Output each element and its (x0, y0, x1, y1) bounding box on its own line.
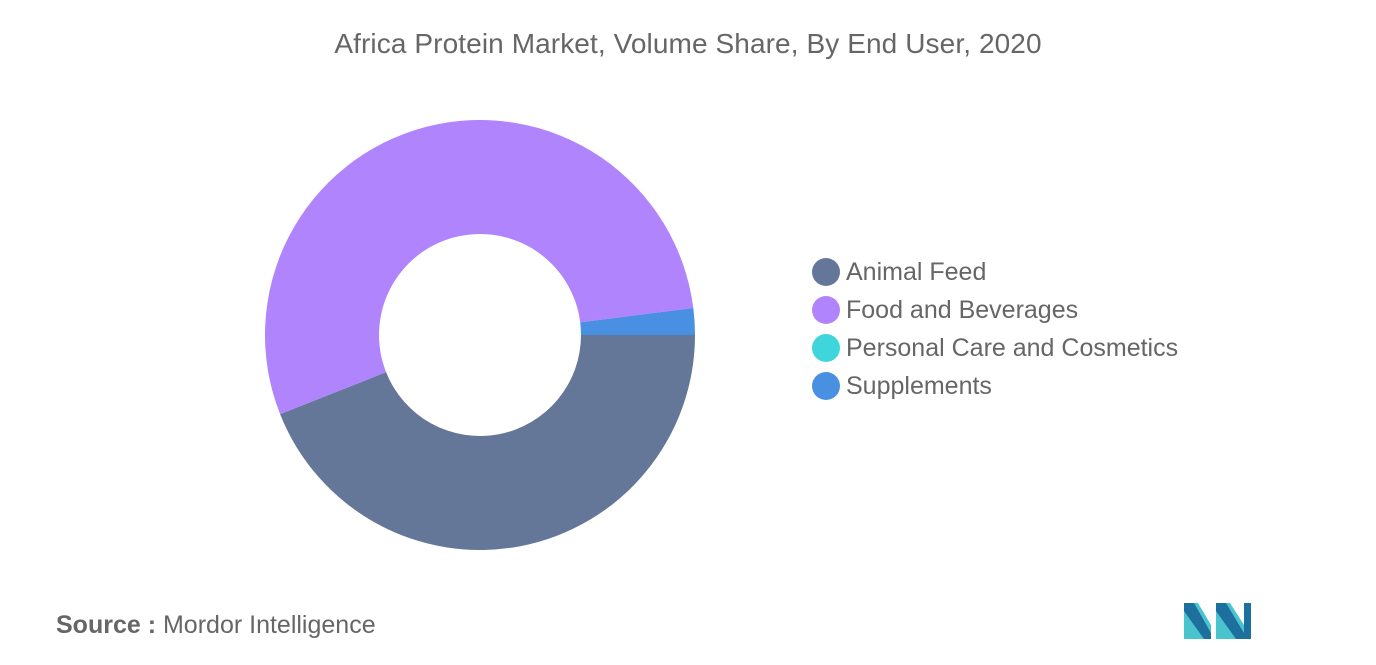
source-note: Source : Mordor Intelligence (56, 611, 376, 640)
legend-label: Personal Care and Cosmetics (846, 333, 1179, 362)
donut-chart (265, 120, 695, 551)
source-text: Mordor Intelligence (162, 611, 376, 639)
legend-swatch (812, 258, 840, 286)
slice-animal-feed (280, 335, 695, 551)
mordor-intelligence-logo-icon (1184, 603, 1251, 639)
legend-swatch (812, 372, 840, 400)
legend-item: Personal Care and Cosmetics (812, 329, 1178, 367)
legend-label: Supplements (846, 371, 992, 400)
slice-food-and-beverages (265, 120, 694, 415)
legend-swatch (812, 334, 840, 362)
chart-title: Africa Protein Market, Volume Share, By … (334, 28, 1042, 59)
source-label: Source : (56, 611, 157, 639)
legend-item: Food and Beverages (812, 291, 1178, 329)
legend-item: Supplements (812, 367, 1178, 405)
chart-legend: Animal Feed Food and Beverages Personal Ca… (812, 253, 1178, 405)
legend-swatch (812, 296, 840, 324)
legend-label: Food and Beverages (846, 295, 1079, 324)
legend-label: Animal Feed (846, 257, 987, 286)
slice-supplements (580, 308, 695, 335)
legend-item: Animal Feed (812, 253, 1178, 291)
